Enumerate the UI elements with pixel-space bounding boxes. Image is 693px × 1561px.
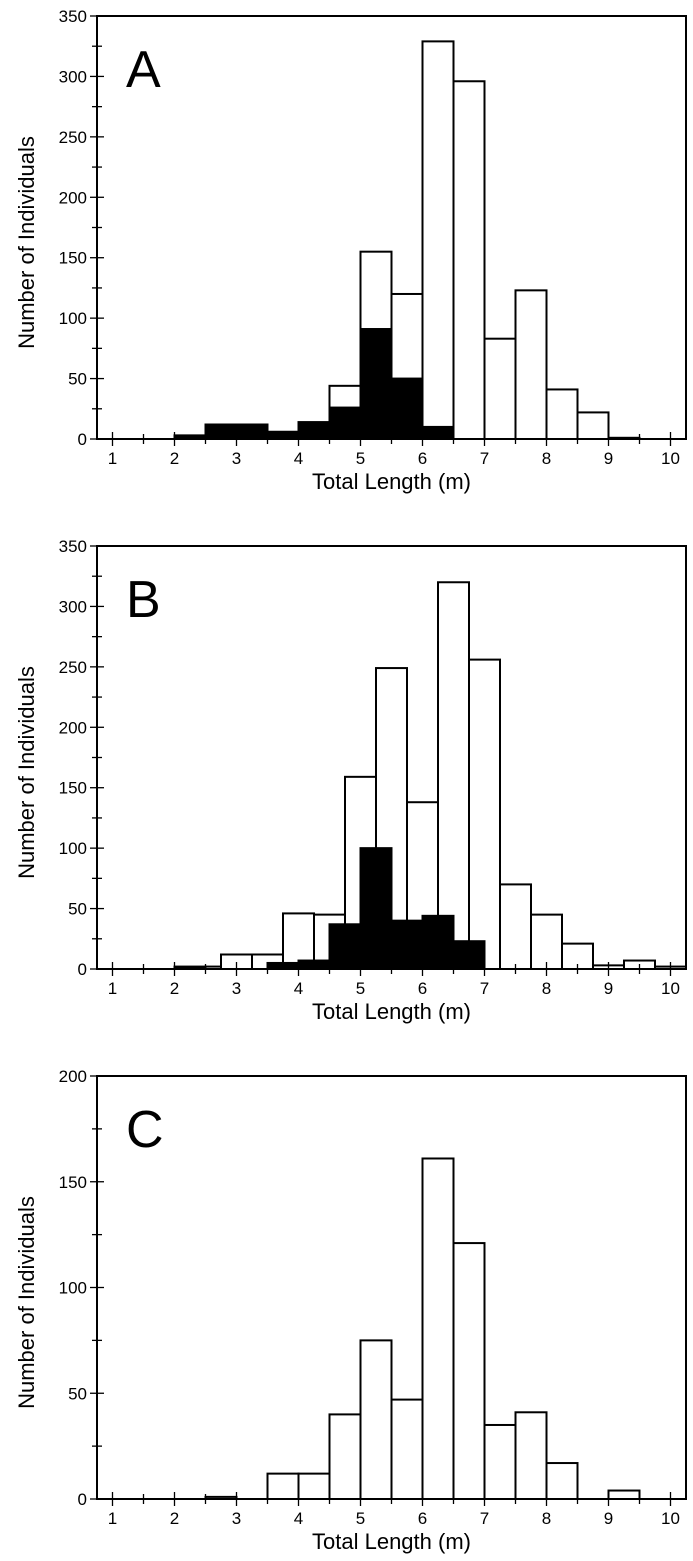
filled-bar-b-5 (390, 919, 424, 971)
y-tick-label: 0 (78, 430, 87, 449)
x-tick-label: 3 (232, 1509, 241, 1528)
y-tick-label: 50 (68, 1384, 87, 1403)
x-tick-label: 10 (661, 1509, 680, 1528)
x-axis-title: Total Length (m) (312, 1529, 471, 1554)
y-tick-label: 100 (59, 309, 87, 328)
x-tick-label: 1 (108, 1509, 117, 1528)
x-tick-label: 4 (294, 1509, 303, 1528)
chart-panel-c: 0 50 100 150 200 1 2 3 4 5 6 7 8 9 10 Total Length (m) N… (14, 1067, 687, 1554)
x-tick-label: 4 (294, 979, 303, 998)
x-tick-label: 9 (604, 979, 613, 998)
open-bar-c-7 (452, 1242, 486, 1500)
y-tick-label: 150 (59, 779, 87, 798)
open-bar-a-9 (576, 411, 610, 441)
open-bar-c-2 (297, 1472, 331, 1500)
x-tick-label: 3 (232, 449, 241, 468)
y-tick-label: 350 (59, 7, 87, 26)
y-tick-label: 250 (59, 658, 87, 677)
x-tick-label: 5 (356, 979, 365, 998)
x-tick-label: 5 (356, 449, 365, 468)
filled-bar-b-3 (328, 923, 362, 970)
open-bar-c-4 (359, 1339, 393, 1500)
open-bar-c-9 (514, 1411, 548, 1501)
open-bar-b-8 (437, 581, 470, 970)
filled-bar-a-6 (359, 328, 393, 440)
filled-bar-b-7 (452, 940, 486, 971)
x-tick-label: 2 (170, 449, 179, 468)
y-tick-label: 200 (59, 1067, 87, 1086)
y-tick-label: 300 (59, 597, 87, 616)
x-tick-label: 5 (356, 1509, 365, 1528)
filled-bar-a-5 (328, 406, 362, 441)
x-tick-label: 2 (170, 1509, 179, 1528)
filled-bar-a-1 (204, 423, 238, 440)
open-bar-c-3 (328, 1413, 362, 1501)
y-tick-label: 150 (59, 249, 87, 268)
x-tick-label: 6 (418, 449, 427, 468)
x-tick-label: 8 (542, 1509, 551, 1528)
open-bar-b-10 (499, 883, 532, 971)
open-bar-a-4 (421, 40, 455, 440)
panel-label: C (126, 1101, 164, 1159)
open-bar-b-9 (468, 658, 501, 970)
filled-bar-a-8 (421, 425, 455, 440)
y-tick-label: 350 (59, 537, 87, 556)
x-tick-label: 4 (294, 449, 303, 468)
filled-bar-b-4 (359, 847, 393, 971)
chart-panel-a: 0 50 100 150 200 250 300 350 1 2 3 4 5 6 7 8 9 10 Total Le… (14, 7, 687, 494)
panel-label: A (126, 41, 161, 99)
y-tick-label: 50 (68, 370, 87, 389)
x-tick-label: 9 (604, 449, 613, 468)
filled-bar-a-7 (390, 377, 424, 441)
open-bar-c-8 (483, 1423, 517, 1500)
open-bar-c-6 (421, 1157, 455, 1500)
y-tick-label: 200 (59, 188, 87, 207)
y-tick-label: 100 (59, 839, 87, 858)
y-tick-label: 250 (59, 128, 87, 147)
x-tick-label: 7 (480, 979, 489, 998)
open-bar-c-5 (390, 1398, 424, 1500)
y-tick-label: 0 (78, 1490, 87, 1509)
x-tick-label: 7 (480, 1509, 489, 1528)
chart-panel-b: 0 50 100 150 200 250 300 350 1 2 3 4 5 6 7 8 9 10 Total Le… (14, 537, 687, 1024)
x-axis-title: Total Length (m) (312, 999, 471, 1024)
filled-bar-a-3 (266, 430, 300, 440)
x-tick-label: 10 (661, 449, 680, 468)
y-tick-label: 0 (78, 960, 87, 979)
y-axis-title: Number of Individuals (14, 1196, 39, 1409)
open-bar-c-1 (266, 1472, 300, 1500)
x-tick-label: 9 (604, 1509, 613, 1528)
x-tick-label: 1 (108, 449, 117, 468)
x-tick-label: 8 (542, 449, 551, 468)
open-bar-a-5 (452, 80, 486, 441)
filled-bar-b-2 (297, 959, 331, 970)
y-axis-title: Number of Individuals (14, 666, 39, 879)
y-tick-label: 100 (59, 1279, 87, 1298)
filled-bar-a-2 (235, 423, 269, 440)
x-tick-label: 10 (661, 979, 680, 998)
y-tick-label: 200 (59, 718, 87, 737)
open-bar-b-11 (530, 913, 563, 970)
filled-bar-a-4 (297, 421, 331, 440)
y-tick-label: 150 (59, 1173, 87, 1192)
y-axis-title: Number of Individuals (14, 136, 39, 349)
x-tick-label: 6 (418, 979, 427, 998)
open-bar-c-10 (545, 1462, 579, 1501)
x-tick-label: 2 (170, 979, 179, 998)
open-bar-a-6 (483, 337, 517, 440)
open-bar-a-7 (514, 289, 548, 440)
x-tick-label: 8 (542, 979, 551, 998)
filled-bar-b-6 (421, 914, 455, 971)
x-tick-label: 1 (108, 979, 117, 998)
open-bar-c-11 (607, 1489, 641, 1501)
x-axis-title: Total Length (m) (312, 469, 471, 494)
x-tick-label: 3 (232, 979, 241, 998)
x-tick-label: 6 (418, 1509, 427, 1528)
open-bar-a-8 (545, 388, 579, 441)
y-tick-label: 300 (59, 67, 87, 86)
y-tick-label: 50 (68, 900, 87, 919)
panel-label: B (126, 571, 161, 629)
x-tick-label: 7 (480, 449, 489, 468)
